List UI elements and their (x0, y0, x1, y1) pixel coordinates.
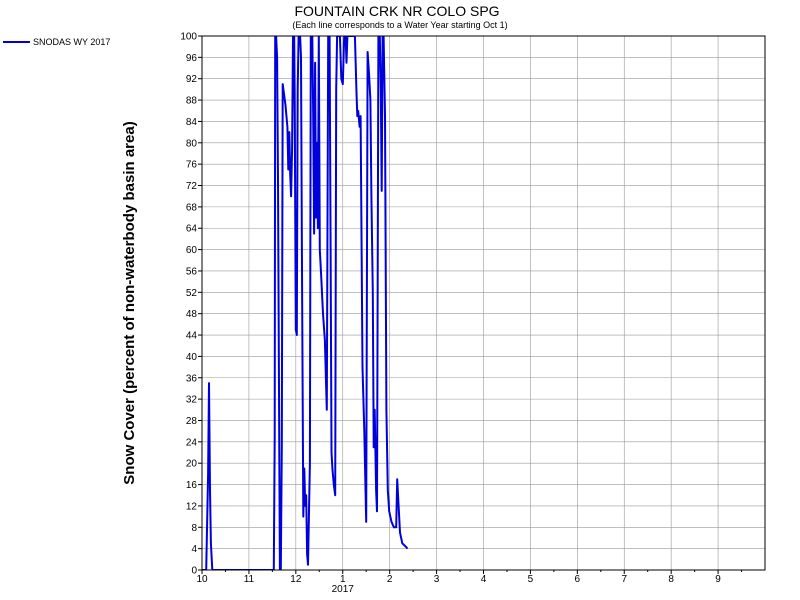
x-axis-year-label: 2017 (332, 584, 355, 595)
y-tick-label: 0 (191, 566, 197, 577)
y-tick-label: 84 (186, 117, 198, 128)
y-tick-label: 28 (186, 416, 198, 427)
legend: SNODAS WY 2017 (3, 37, 110, 47)
x-tick-label: 7 (621, 574, 627, 585)
chart-title: FOUNTAIN CRK NR COLO SPG (294, 3, 499, 19)
x-tick-label: 8 (668, 574, 674, 585)
x-tick-label: 11 (244, 574, 255, 585)
y-tick-label: 4 (191, 544, 197, 555)
y-tick-label: 88 (186, 96, 198, 107)
y-tick-label: 16 (186, 480, 198, 491)
y-axis-label: Snow Cover (percent of non-waterbody bas… (121, 121, 138, 484)
y-tick-label: 24 (186, 437, 198, 448)
grid-lines (201, 35, 765, 571)
y-tick-label: 92 (186, 74, 198, 85)
plot-area-frame (201, 35, 766, 571)
x-tick-label: 6 (575, 574, 581, 585)
legend-entry: SNODAS WY 2017 (33, 37, 110, 47)
x-tick-label: 5 (528, 574, 534, 585)
y-tick-label: 40 (186, 352, 198, 363)
y-tick-label: 76 (186, 160, 198, 171)
x-tick-label: 2 (387, 574, 393, 585)
y-tick-label: 48 (186, 309, 198, 320)
y-tick-label: 80 (186, 138, 198, 149)
x-tick-label: 3 (434, 574, 440, 585)
x-tick-label: 10 (196, 574, 208, 585)
y-tick-label: 100 (180, 32, 197, 43)
y-tick-label: 8 (191, 523, 197, 534)
y-tick-label: 20 (186, 459, 198, 470)
y-tick-label: 12 (186, 501, 198, 512)
x-tick-label: 4 (481, 574, 487, 585)
series-lines (202, 36, 409, 570)
y-tick-label: 36 (186, 373, 198, 384)
y-tick-label: 64 (186, 224, 198, 235)
y-tick-label: 44 (186, 331, 198, 342)
y-tick-label: 56 (186, 266, 198, 277)
y-tick-label: 96 (186, 53, 198, 64)
y-tick-label: 68 (186, 202, 198, 213)
x-tick-label: 1 (340, 574, 346, 585)
series-line-0 (202, 36, 409, 570)
y-tick-label: 60 (186, 245, 198, 256)
x-tick-label: 12 (290, 574, 302, 585)
y-tick-label: 72 (186, 181, 198, 192)
chart-subtitle: (Each line corresponds to a Water Year s… (292, 20, 507, 30)
y-axis-ticks: 0481216202428323640444852566064687276808… (180, 32, 202, 577)
y-tick-label: 52 (186, 288, 198, 299)
x-tick-label: 9 (715, 574, 721, 585)
y-tick-label: 32 (186, 395, 198, 406)
x-axis-ticks: 10 11 12 1 2 3 4 5 6 7 8 9 (196, 570, 743, 585)
